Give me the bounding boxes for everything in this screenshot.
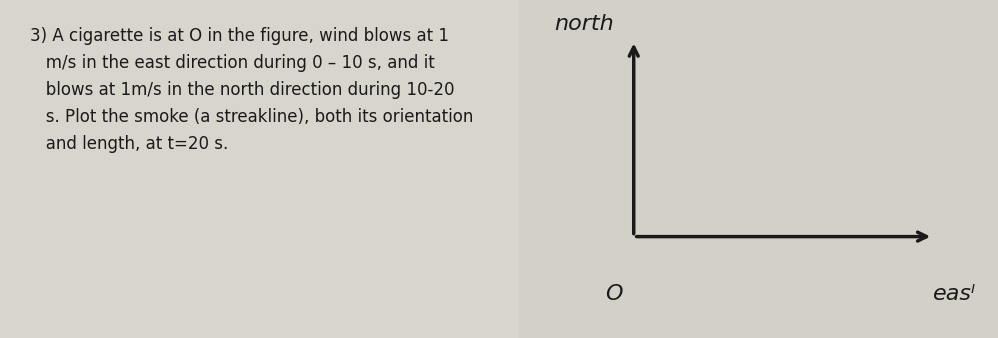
Text: O: O [605, 284, 623, 304]
Text: easᴵ: easᴵ [933, 284, 976, 304]
Bar [519, 0, 998, 338]
Text: north: north [554, 14, 614, 34]
Text: 3) A cigarette is at O in the figure, wind blows at 1
   m/s in the east directi: 3) A cigarette is at O in the figure, wi… [30, 27, 473, 153]
